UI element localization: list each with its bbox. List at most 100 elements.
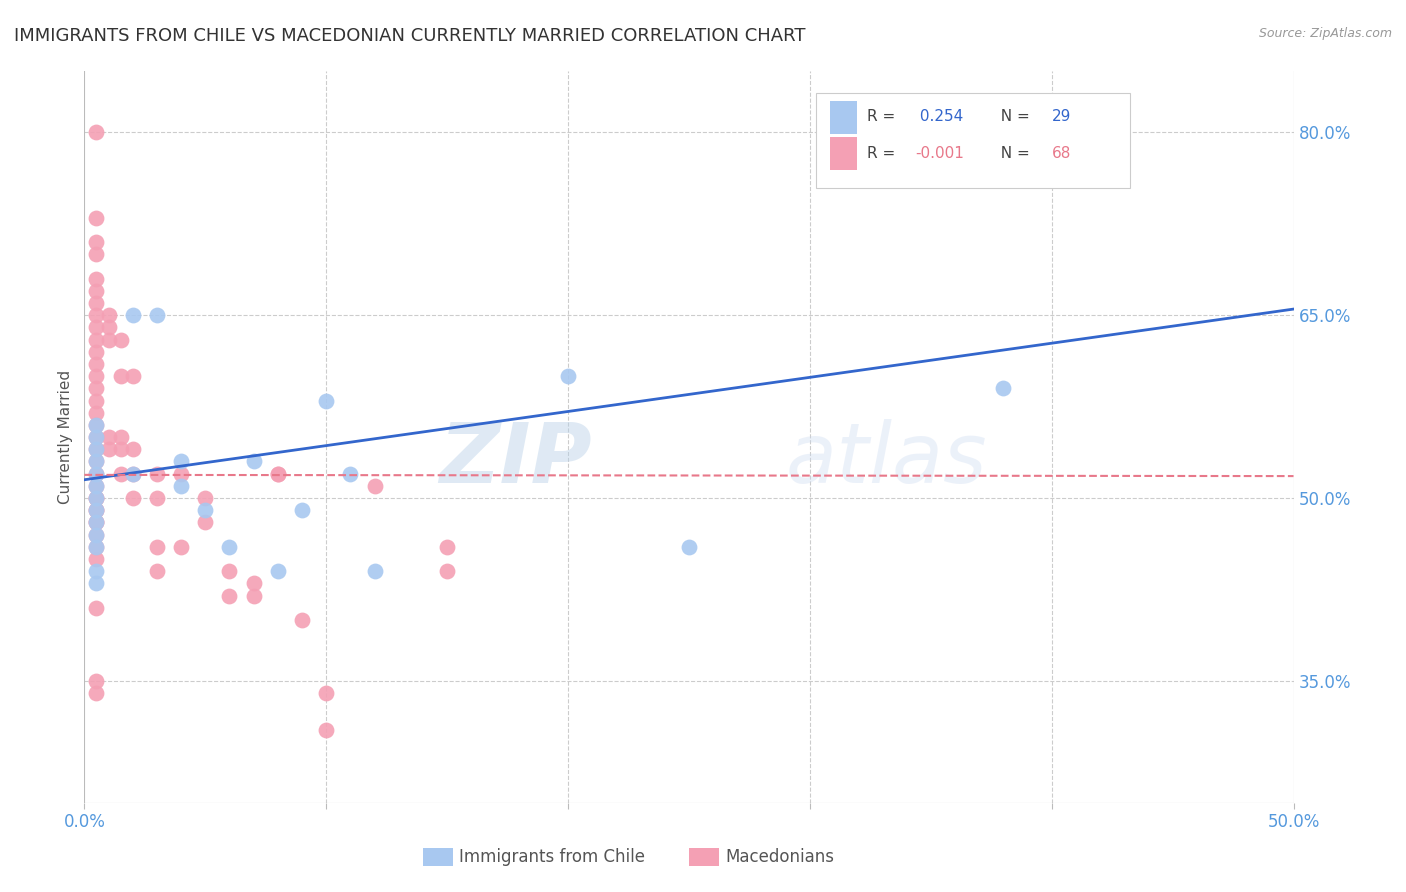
Point (557, 369, 579, 384)
Point (97, 442, 120, 457)
Point (121, 491, 143, 505)
Point (86, 552, 108, 566)
Bar (831, 101, 858, 134)
Point (97, 430, 120, 444)
Text: N =: N = (991, 145, 1035, 161)
Point (291, 613, 314, 627)
Point (86, 344, 108, 359)
Point (315, 393, 337, 408)
Point (86, 503, 108, 517)
Point (86, 333, 108, 347)
Point (97, 333, 120, 347)
Point (194, 491, 217, 505)
Point (267, 564, 290, 578)
Point (86, 381, 108, 395)
Point (86, 454, 108, 468)
Point (86, 211, 108, 225)
Point (86, 527, 108, 541)
Point (110, 442, 132, 457)
Point (110, 430, 132, 444)
Point (86, 442, 108, 457)
Point (110, 333, 132, 347)
Point (121, 467, 143, 481)
Point (363, 564, 385, 578)
Point (242, 576, 264, 591)
Text: -0.001: -0.001 (915, 145, 965, 161)
Point (86, 308, 108, 322)
Point (86, 430, 108, 444)
Point (170, 467, 193, 481)
FancyBboxPatch shape (815, 94, 1130, 188)
Point (86, 406, 108, 420)
Point (97, 320, 120, 334)
Point (86, 442, 108, 457)
Point (121, 369, 143, 384)
Point (86, 600, 108, 615)
Point (218, 564, 240, 578)
Text: R =: R = (866, 145, 900, 161)
Point (315, 686, 337, 700)
Point (86, 491, 108, 505)
Point (86, 467, 108, 481)
Point (242, 454, 264, 468)
Point (86, 576, 108, 591)
Y-axis label: Currently Married: Currently Married (58, 370, 73, 504)
Point (110, 369, 132, 384)
Point (86, 417, 108, 432)
Point (363, 479, 385, 493)
Point (86, 417, 108, 432)
Point (97, 308, 120, 322)
Point (170, 454, 193, 468)
Point (86, 235, 108, 249)
Text: 29: 29 (1052, 109, 1071, 124)
Point (86, 467, 108, 481)
Point (86, 516, 108, 530)
Point (121, 308, 143, 322)
Point (86, 516, 108, 530)
Point (194, 516, 217, 530)
Point (993, 381, 1015, 395)
Point (86, 516, 108, 530)
Point (218, 589, 240, 603)
Text: N =: N = (991, 109, 1035, 124)
Point (86, 540, 108, 554)
Point (146, 540, 169, 554)
Point (86, 454, 108, 468)
Point (86, 564, 108, 578)
Point (267, 467, 290, 481)
Point (315, 723, 337, 737)
Point (86, 296, 108, 310)
Point (86, 430, 108, 444)
Point (291, 503, 314, 517)
Point (339, 467, 361, 481)
Point (86, 357, 108, 371)
Point (86, 271, 108, 285)
Point (86, 503, 108, 517)
Point (146, 308, 169, 322)
Text: 68: 68 (1052, 145, 1071, 161)
Text: Source: ZipAtlas.com: Source: ZipAtlas.com (1258, 27, 1392, 40)
Text: Macedonians: Macedonians (725, 848, 834, 866)
Text: R =: R = (866, 109, 900, 124)
Point (86, 369, 108, 384)
Point (678, 540, 700, 554)
Point (436, 564, 458, 578)
Point (194, 503, 217, 517)
Point (218, 540, 240, 554)
Bar (423, 848, 453, 866)
Point (86, 491, 108, 505)
Point (170, 479, 193, 493)
Point (86, 479, 108, 493)
Point (121, 467, 143, 481)
Point (86, 491, 108, 505)
Point (86, 320, 108, 334)
Point (86, 479, 108, 493)
Point (436, 540, 458, 554)
Point (121, 442, 143, 457)
Point (86, 540, 108, 554)
Point (267, 467, 290, 481)
Text: ZIP: ZIP (440, 418, 592, 500)
Point (86, 393, 108, 408)
Point (86, 686, 108, 700)
Point (146, 491, 169, 505)
